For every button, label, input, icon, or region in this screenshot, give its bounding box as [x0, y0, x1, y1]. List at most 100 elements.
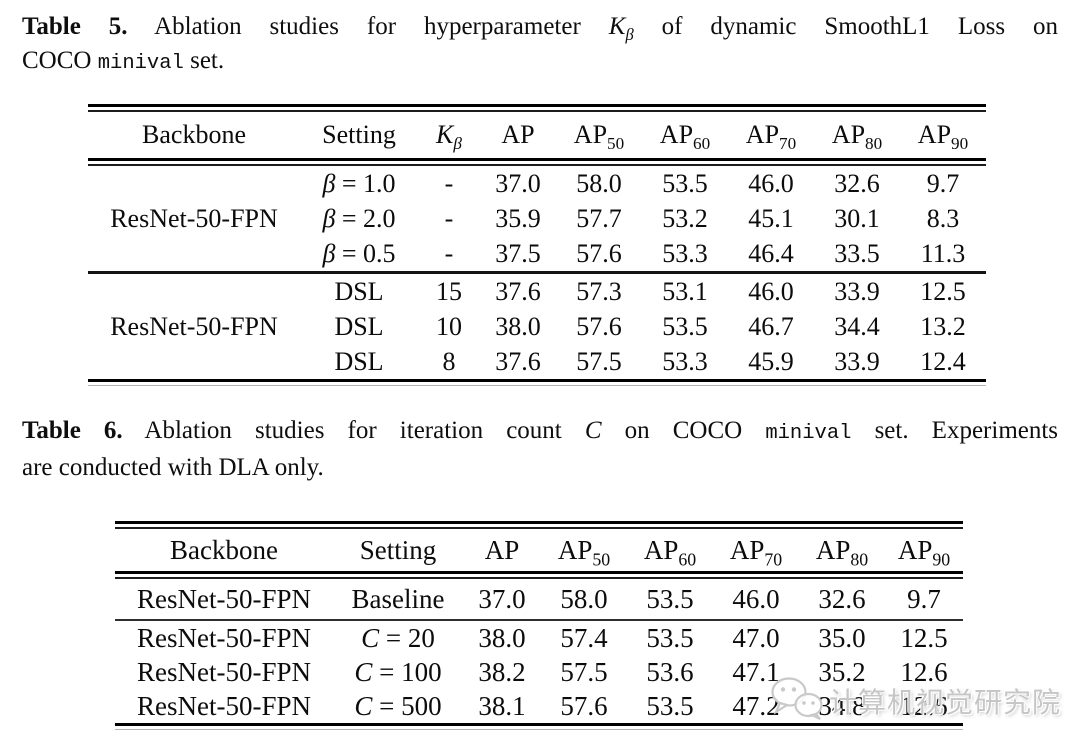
col-header-ap50: AP50	[557, 534, 611, 569]
cell-ap90: 12.6	[900, 690, 948, 721]
cell-ap80: 33.5	[834, 238, 880, 268]
cell-ap80: 34.4	[834, 311, 880, 341]
cell-backbone: ResNet-50-FPN	[137, 622, 311, 653]
cell-ap70: 47.1	[732, 656, 780, 687]
col-header-ap: AP	[484, 534, 520, 565]
table5-top-rule	[88, 104, 986, 112]
cell-kbeta: 10	[436, 311, 462, 341]
col-header-ap90: AP90	[917, 120, 969, 154]
cell-ap60: 53.1	[662, 276, 708, 306]
cell-backbone: ResNet-50-FPN	[137, 690, 311, 721]
table6-grid: Backbone Setting AP AP50 AP60 AP70 AP80 …	[115, 521, 963, 730]
cell-ap90: 8.3	[926, 203, 960, 233]
cell-ap70: 46.0	[748, 168, 794, 198]
cell-ap: 38.0	[495, 311, 541, 341]
cell-ap: 38.2	[478, 656, 526, 687]
cell-ap60: 53.5	[646, 583, 694, 614]
cell-ap60: 53.5	[646, 622, 694, 653]
cell-kbeta: -	[444, 238, 454, 268]
table5-caption-label: Table 5.	[22, 13, 128, 40]
table5-caption-line1: Table 5. Ablation studies for hyperparam…	[22, 10, 1058, 44]
cell-backbone: ResNet-50-FPN	[110, 203, 278, 233]
cell-ap: 37.5	[495, 238, 541, 268]
cell-setting: DSL	[334, 276, 384, 306]
caption-text: Ablation studies for iteration count	[144, 417, 562, 444]
cell-ap60: 53.5	[646, 690, 694, 721]
cell-ap50: 58.0	[576, 168, 622, 198]
col-header-ap: AP	[501, 120, 535, 149]
table5-header-rule	[88, 158, 986, 166]
cell-ap50: 57.6	[576, 311, 622, 341]
code-token: minival	[765, 422, 852, 445]
col-header-ap60: AP60	[643, 534, 697, 569]
cell-backbone: ResNet-50-FPN	[137, 583, 311, 614]
table5-bottom-rule	[88, 379, 986, 386]
cell-ap90: 12.6	[900, 656, 948, 687]
cell-ap50: 57.4	[560, 622, 608, 653]
cell-ap: 37.6	[495, 346, 541, 376]
cell-setting: C = 100	[354, 656, 442, 687]
col-header-backbone: Backbone	[170, 534, 278, 565]
cell-ap60: 53.5	[662, 168, 708, 198]
cell-setting: C = 500	[354, 690, 442, 721]
caption-text: set. Experiments	[874, 417, 1059, 444]
cell-ap80: 34.8	[818, 690, 866, 721]
table6-header-row: Backbone Setting AP AP50 AP60 AP70 AP80 …	[115, 529, 963, 571]
watermark-text: 计算机视觉研究院	[829, 685, 1062, 719]
table-row: β = 0.5 - 37.5 57.6 53.3 46.4 33.5 11.3	[88, 236, 986, 271]
cell-setting: β = 0.5	[322, 238, 396, 268]
table6-caption: Table 6. Ablation studies for iteration …	[22, 414, 1058, 485]
cell-setting: DSL	[334, 311, 384, 341]
col-header-setting: Setting	[322, 120, 396, 149]
cell-ap90: 12.5	[900, 622, 948, 653]
watermark: 计算机视觉研究院	[770, 676, 1061, 725]
cell-ap70: 46.4	[748, 238, 794, 268]
cell-ap80: 32.6	[818, 583, 866, 614]
table6-top-rule	[115, 521, 963, 529]
cell-backbone: ResNet-50-FPN	[110, 311, 278, 341]
cell-setting: β = 2.0	[322, 203, 396, 233]
table6-caption-line1: Table 6. Ablation studies for iteration …	[22, 414, 1058, 451]
table6-header-rule	[115, 571, 963, 579]
cell-ap60: 53.2	[662, 203, 708, 233]
col-header-ap50: AP50	[573, 120, 625, 154]
cell-ap70: 45.1	[748, 203, 794, 233]
cell-ap80: 35.0	[818, 622, 866, 653]
cell-ap: 38.0	[478, 622, 526, 653]
cell-setting: β = 1.0	[322, 168, 396, 198]
cell-ap60: 53.6	[646, 656, 694, 687]
table5: Backbone Setting Kβ AP AP50 AP60 AP70 AP…	[88, 104, 986, 386]
col-header-ap80: AP80	[831, 120, 883, 154]
table5-grid: Backbone Setting Kβ AP AP50 AP60 AP70 AP…	[88, 104, 986, 386]
col-header-setting: Setting	[359, 534, 437, 565]
cell-ap90: 12.4	[920, 346, 966, 376]
table5-caption-line2: COCO minival set.	[22, 44, 1058, 81]
table6: Backbone Setting AP AP50 AP60 AP70 AP80 …	[115, 521, 963, 730]
cell-ap50: 57.7	[576, 203, 622, 233]
cell-ap50: 57.6	[560, 690, 608, 721]
cell-ap70: 47.2	[732, 690, 780, 721]
cell-ap80: 35.2	[818, 656, 866, 687]
table6-caption-line2: are conducted with DLA only.	[22, 454, 324, 481]
cell-ap70: 46.0	[732, 583, 780, 614]
cell-ap70: 47.0	[732, 622, 780, 653]
col-header-ap80: AP80	[815, 534, 869, 569]
cell-ap60: 53.3	[662, 346, 708, 376]
table-row: ResNet-50-FPN β = 1.0 - 37.0 58.0 53.5 4…	[88, 166, 986, 233]
table5-caption: Table 5. Ablation studies for hyperparam…	[22, 10, 1058, 81]
cell-ap80: 30.1	[834, 203, 880, 233]
col-header-ap90: AP90	[897, 534, 951, 569]
cell-ap50: 57.6	[576, 238, 622, 268]
cell-ap90: 12.5	[920, 276, 966, 306]
caption-text: of dynamic SmoothL1 Loss on	[661, 13, 1059, 40]
cell-ap: 37.0	[478, 583, 526, 614]
table-row: ResNet-50-FPN C = 20 38.0 57.4 53.5 47.0…	[115, 621, 963, 655]
table6-bottom-rule	[115, 723, 963, 730]
cell-setting: DSL	[334, 346, 384, 376]
math-variable: K	[608, 13, 626, 40]
col-header-ap60: AP60	[659, 120, 711, 154]
table-row: ResNet-50-FPN Baseline 37.0 58.0 53.5 46…	[115, 579, 963, 619]
col-header-ap70: AP70	[745, 120, 797, 154]
table-row: DSL 8 37.6 57.5 53.3 45.9 33.9 12.4	[88, 344, 986, 379]
